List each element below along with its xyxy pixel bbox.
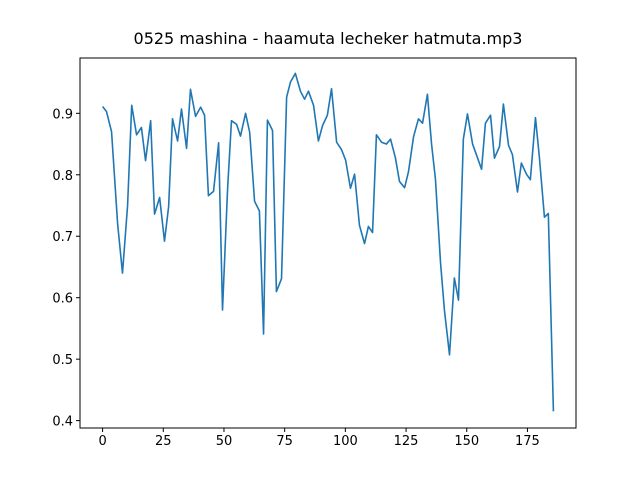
x-tick-label: 0	[98, 434, 106, 449]
y-tick-label: 0.7	[52, 230, 73, 245]
x-tick-label: 25	[155, 434, 172, 449]
chart-title: 0525 mashina - haamuta lecheker hatmuta.…	[134, 29, 523, 48]
x-tick-label: 175	[515, 434, 540, 449]
data-line	[101, 72, 555, 412]
y-tick-label: 0.6	[52, 292, 73, 307]
y-tick-label: 0.5	[52, 353, 73, 368]
x-tick-label: 125	[394, 434, 419, 449]
x-tick-label: 150	[454, 434, 479, 449]
axes-frame	[79, 57, 577, 429]
x-tick-label: 50	[216, 434, 233, 449]
x-tick-label: 100	[333, 434, 358, 449]
x-tick-label: 75	[276, 434, 293, 449]
y-tick-label: 0.8	[52, 169, 73, 184]
y-tick-label: 0.4	[52, 415, 73, 430]
y-tick-label: 0.9	[52, 107, 73, 122]
